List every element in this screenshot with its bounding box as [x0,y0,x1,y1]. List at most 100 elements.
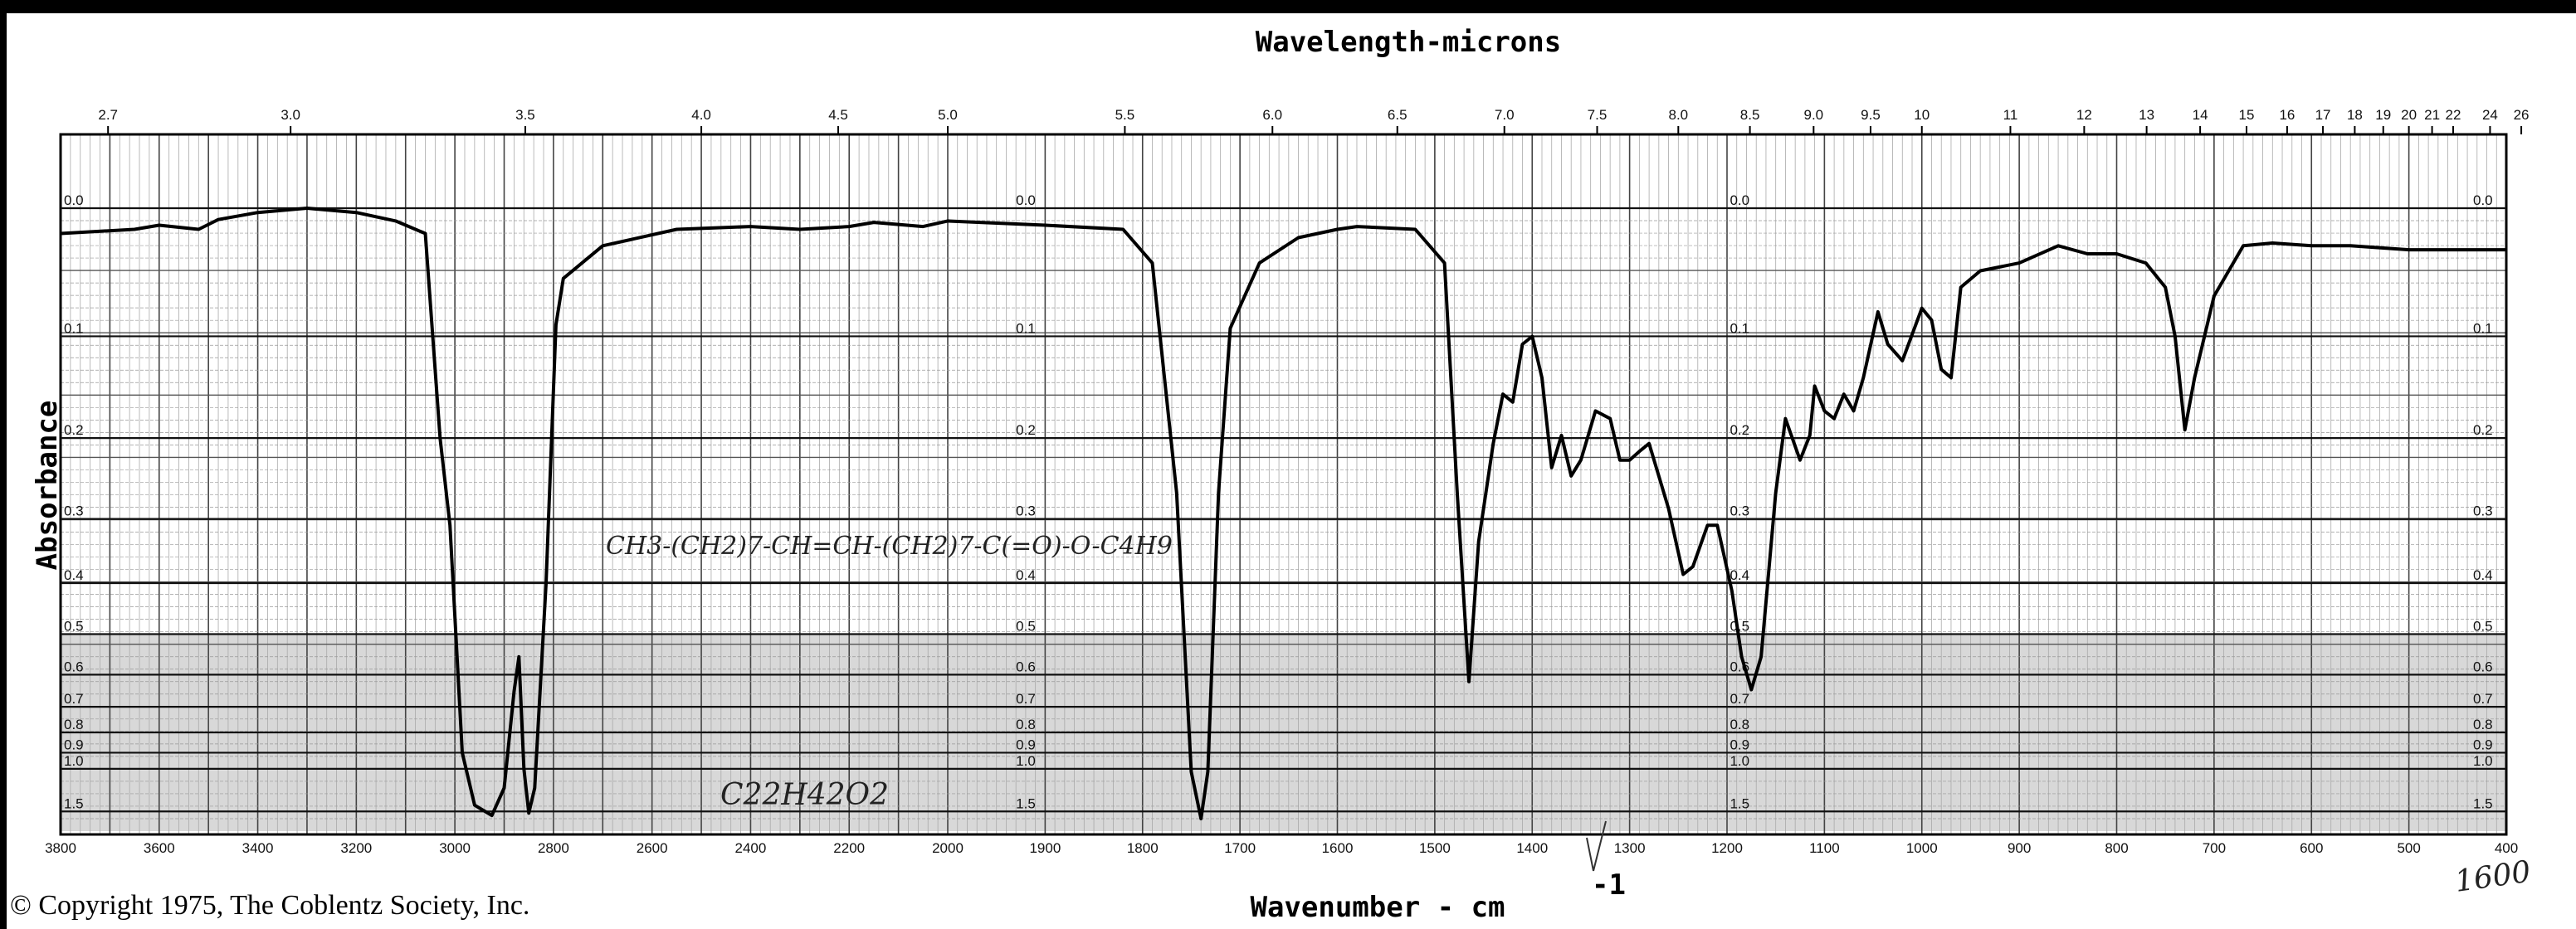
spectrum-point [503,786,505,790]
y-tick-label: 0.1 [2473,320,2493,336]
y-tick-label: 0.5 [1730,619,1749,635]
spectrum-point [1355,225,1359,228]
x-tick-label: 900 [2008,840,2031,856]
x-tick-label: 600 [2300,840,2323,856]
micron-tick-label: 6.5 [1388,107,1408,123]
x-tick-label: 2800 [538,840,569,856]
axis-ticks: 0.0 0.0 0.0 0.0 0.1 0.1 0.1 0.1 0.2 0.2 0.2 0.2 0.3 0… [45,107,2529,856]
x-axis-label: Wavenumber - cm [1250,891,1505,924]
spectrum-point [1832,417,1836,421]
spectrum-point [2408,248,2411,251]
y-tick-label: 0.5 [1016,619,1036,635]
x-tick-label: 400 [2495,840,2518,856]
micron-tick-label: 13 [2139,107,2154,123]
micron-tick-label: 5.0 [938,107,958,123]
spectrum-point [1443,261,1447,265]
x-axis-label-superscript: -1 [1592,868,1626,902]
spectrum-point [1920,307,1924,310]
spectrum-point [305,207,309,210]
y-tick-label: 0.2 [1730,422,1749,438]
spectrum-point [1511,401,1515,404]
micron-tick-label: 7.0 [1495,107,1515,123]
spectrum-point [1297,236,1300,239]
spectrum-point [1559,434,1563,437]
y-tick-label: 0.9 [64,737,84,752]
micron-tick-label: 11 [2003,107,2018,123]
y-tick-label: 0.0 [1016,192,1036,208]
spectrum-point [749,225,752,228]
spectrum-point [1822,409,1826,412]
y-tick-label: 0.8 [1730,717,1749,732]
spectrum-point [158,223,161,226]
spectrum-point [872,221,876,224]
spectrum-point [133,227,136,231]
micron-tick-label: 22 [2446,107,2461,123]
y-tick-label: 0.2 [1016,422,1036,438]
micron-tick-label: 6.0 [1262,107,1282,123]
micron-tick-label: 8.5 [1740,107,1760,123]
micron-tick-label: 3.0 [281,107,300,123]
y-tick-label: 0.7 [1016,691,1036,707]
spectrum-point [1217,491,1220,494]
spectrum-point [2056,244,2060,247]
spectrum-point [1808,434,1812,437]
spectrum-point [522,767,525,771]
micron-tick-label: 21 [2424,107,2440,123]
y-tick-label: 0.6 [64,659,84,674]
spectrum-point [544,581,548,585]
x-tick-label: 1700 [1224,840,1256,856]
spectrum-point [1550,466,1554,469]
spectrum-point [1569,474,1573,478]
spectrum-point [2349,244,2352,247]
y-tick-label: 1.5 [1016,795,1036,811]
spectrum-point [2183,428,2187,431]
structure-annotation: CH3-(CH2)7-CH=CH-(CH2)7-C(=O)-O-C4H9 [606,532,1173,561]
spectrum-point [562,277,565,280]
spectrum-point [354,211,358,214]
y-tick-label: 0.4 [1730,567,1749,583]
y-tick-label: 0.4 [1016,567,1036,583]
spectrum-point [921,225,925,228]
spectrum-point [1930,319,1933,322]
y-tick-label: 0.3 [64,503,84,519]
spectrum-point [423,231,427,235]
spectrum-point [1861,376,1865,379]
spectrum-point [1540,376,1544,379]
spectrum-point [2115,252,2118,255]
micron-tick-label: 3.5 [515,107,535,123]
micron-tick-label: 5.5 [1115,107,1135,123]
spectrum-point [1783,417,1787,421]
spectrum-point [1594,409,1598,412]
y-tick-label: 1.5 [2473,795,2493,811]
spectrum-point [1258,261,1261,265]
x-tick-label: 3200 [340,840,372,856]
y-tick-label: 0.6 [1016,659,1036,674]
y-tick-label: 0.2 [2473,422,2493,438]
x-tick-label: 1000 [1906,840,1938,856]
x-tick-label: 3600 [144,840,175,856]
spectrum-point [1530,334,1534,338]
y-tick-label: 1.0 [1730,753,1749,769]
y-tick-label: 0.6 [2473,659,2493,674]
spectrum-point [438,436,442,440]
spectrum-point [512,690,515,693]
micron-tick-label: 17 [2315,107,2331,123]
y-tick-label: 0.8 [1016,717,1036,732]
spectrum-point [1491,442,1495,445]
spectrum-point [1774,491,1778,494]
spectrum-point [1336,227,1339,231]
spectrum-point [675,227,678,231]
micron-tick-label: 12 [2076,107,2092,123]
spectrum-point [1876,310,1880,314]
spectrum-point [1852,409,1856,412]
spectrum-point [2505,248,2508,251]
spectrum-point [601,244,604,247]
spectrum-point [448,523,451,527]
x-tick-label: 1300 [1614,840,1646,856]
x-tick-label: 1500 [1419,840,1451,856]
plot-frame [59,133,2508,836]
y-tick-label: 0.1 [64,320,84,336]
spectrum-point [946,219,949,222]
spectrum-point [1121,227,1125,231]
spectrum-point [473,804,476,807]
